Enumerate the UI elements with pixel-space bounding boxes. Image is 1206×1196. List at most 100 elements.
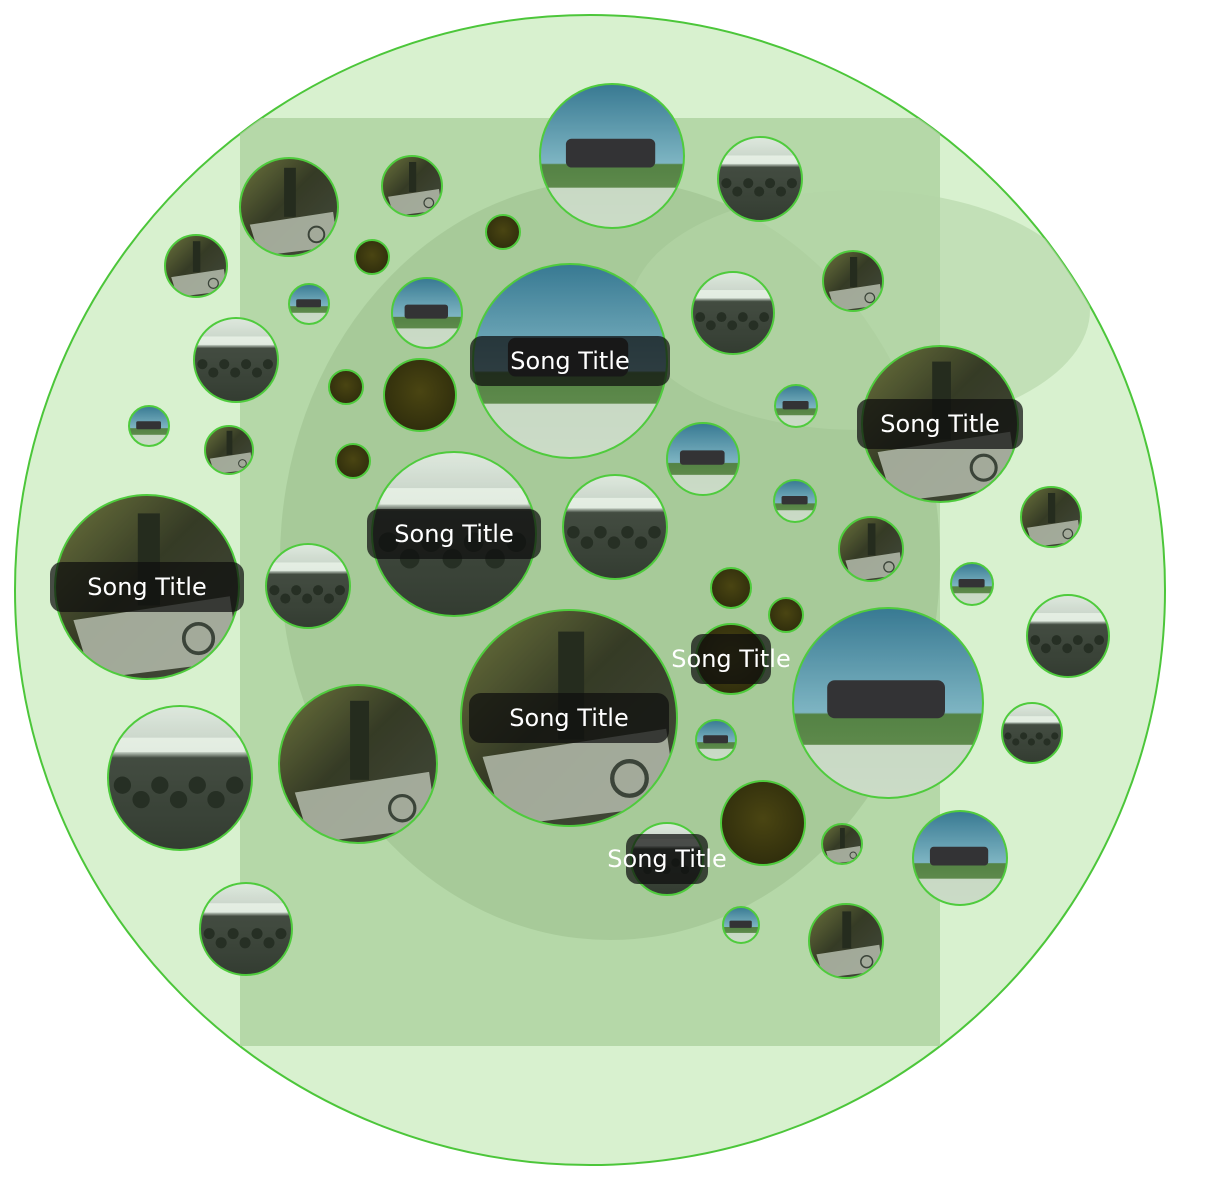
song-bubble[interactable]: Song Title xyxy=(50,494,244,680)
song-bubble[interactable]: Song Title xyxy=(470,263,670,459)
song-bubble[interactable] xyxy=(821,823,863,865)
cover-van xyxy=(679,450,725,465)
song-bubble[interactable] xyxy=(354,239,390,275)
song-bubble[interactable] xyxy=(1020,486,1082,548)
song-bubble[interactable] xyxy=(381,155,443,217)
song-bubble[interactable] xyxy=(265,543,351,629)
song-bubble[interactable] xyxy=(278,684,438,844)
song-bubble[interactable] xyxy=(539,83,685,229)
song-bubble[interactable] xyxy=(485,214,521,250)
cover-figure xyxy=(1083,643,1094,654)
song-bubble[interactable] xyxy=(128,405,170,447)
song-bubble[interactable] xyxy=(288,283,330,325)
bubble-outline xyxy=(821,823,863,865)
song-bubble[interactable]: Song Title xyxy=(460,609,678,827)
cover-figure xyxy=(219,359,230,370)
song-title-label: Song Title xyxy=(469,693,669,743)
song-bubble[interactable] xyxy=(383,358,457,432)
cover-table xyxy=(482,728,677,826)
cover-van xyxy=(929,846,989,866)
song-bubble[interactable] xyxy=(717,136,803,222)
song-bubble[interactable] xyxy=(107,705,253,851)
song-bubble[interactable] xyxy=(328,369,364,405)
cover-table xyxy=(845,552,903,581)
album-tint xyxy=(723,907,759,943)
cover-figure xyxy=(754,186,765,197)
cover-figure xyxy=(727,320,738,331)
bubble-outline xyxy=(838,516,904,582)
song-bubble[interactable]: Song Title xyxy=(857,345,1023,503)
bubble-outline xyxy=(239,157,339,257)
song-bubble[interactable] xyxy=(204,425,254,475)
cover-van xyxy=(296,299,321,308)
album-tint xyxy=(205,426,253,474)
album-tint xyxy=(289,284,329,324)
cover-bottle xyxy=(840,828,845,848)
bubble-outline xyxy=(383,358,457,432)
cover-figure xyxy=(197,359,208,370)
song-bubble[interactable] xyxy=(950,562,994,606)
cover-van xyxy=(781,495,808,505)
cover-number xyxy=(849,851,857,859)
song-bubble[interactable] xyxy=(695,719,737,761)
song-bubble[interactable] xyxy=(193,317,279,403)
bubble-outline xyxy=(288,283,330,325)
bubble-outline xyxy=(792,607,984,799)
song-bubble[interactable] xyxy=(838,516,904,582)
cover-building xyxy=(270,562,346,571)
song-bubble[interactable] xyxy=(773,479,817,523)
cover-stripe xyxy=(775,415,817,427)
song-bubble[interactable] xyxy=(822,250,884,312)
bubble-outline xyxy=(666,422,740,496)
song-bubble[interactable]: Song Title xyxy=(367,451,541,617)
song-bubble[interactable] xyxy=(666,422,740,496)
song-bubble[interactable] xyxy=(164,234,228,298)
album-art xyxy=(266,544,350,628)
cover-figure xyxy=(208,367,219,378)
song-bubble[interactable]: Song Title xyxy=(607,822,727,896)
song-bubble[interactable] xyxy=(391,277,463,349)
cover-figure xyxy=(1051,732,1059,740)
cover-figure xyxy=(113,776,132,794)
song-bubble[interactable] xyxy=(199,882,293,976)
song-title-text: Song Title xyxy=(394,520,513,548)
cover-figure xyxy=(567,525,580,539)
song-bubble[interactable] xyxy=(808,903,884,979)
song-bubble[interactable] xyxy=(562,474,668,580)
song-bubble[interactable] xyxy=(722,906,760,944)
bubble-outline xyxy=(1001,702,1063,764)
song-bubble[interactable] xyxy=(691,271,775,355)
cover-building xyxy=(380,488,528,505)
song-bubble[interactable] xyxy=(720,780,806,866)
song-title-pill xyxy=(626,834,708,884)
song-bubble[interactable] xyxy=(239,157,339,257)
bubble-outline xyxy=(774,384,818,428)
song-bubble[interactable] xyxy=(912,810,1008,906)
album-art xyxy=(165,235,227,297)
cover-building xyxy=(696,290,770,299)
bubble-outline xyxy=(265,543,351,629)
song-title-text: Song Title xyxy=(87,573,206,601)
song-bubble[interactable]: Song Title xyxy=(671,623,791,695)
song-bubble[interactable] xyxy=(774,384,818,428)
cover-figure xyxy=(607,536,621,549)
cover-figure xyxy=(695,312,706,323)
cover-figure xyxy=(169,790,188,809)
album-art xyxy=(822,824,862,864)
song-bubble[interactable] xyxy=(768,597,804,633)
album-tint xyxy=(774,480,816,522)
cover-van xyxy=(729,920,752,928)
song-bubble[interactable] xyxy=(335,443,371,479)
song-bubble[interactable] xyxy=(792,607,984,799)
cover-crowd xyxy=(692,272,774,354)
song-bubble[interactable] xyxy=(710,567,752,609)
cover-number xyxy=(1062,528,1074,540)
bubbles-layer: Song Title Song Title Song Title Song Title… xyxy=(50,83,1110,979)
cover-figure xyxy=(227,928,239,940)
cover-bottle xyxy=(226,430,233,455)
song-bubble[interactable] xyxy=(1026,594,1110,678)
cover-table xyxy=(816,944,883,978)
cover-building xyxy=(204,903,288,913)
song-bubble[interactable] xyxy=(1001,702,1063,764)
cover-figure xyxy=(743,178,754,189)
